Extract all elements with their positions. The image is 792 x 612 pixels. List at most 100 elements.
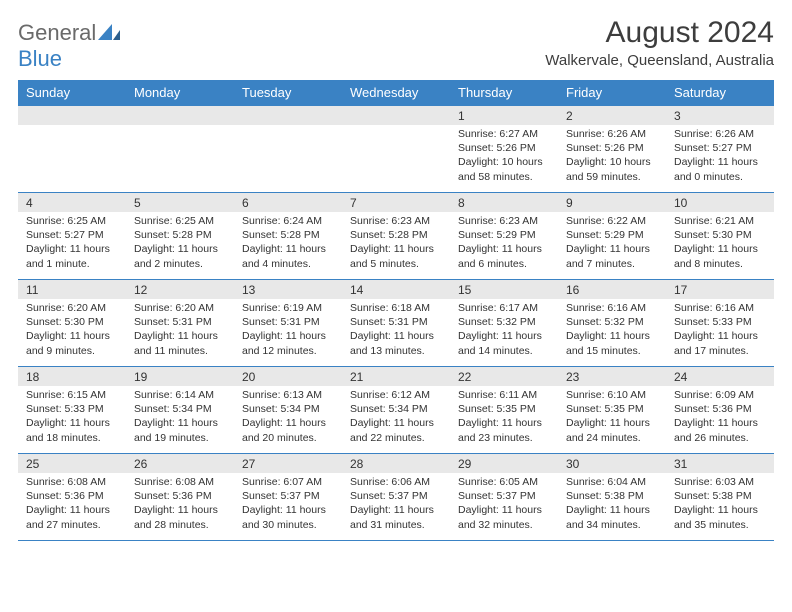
day-number: 24: [666, 367, 774, 386]
day-number: 11: [18, 280, 126, 299]
sunset-text: Sunset: 5:29 PM: [458, 228, 550, 242]
day-number: [126, 106, 234, 125]
day-details: Sunrise: 6:03 AMSunset: 5:38 PMDaylight:…: [666, 473, 774, 536]
day-details: Sunrise: 6:17 AMSunset: 5:32 PMDaylight:…: [450, 299, 558, 362]
sunset-text: Sunset: 5:26 PM: [458, 141, 550, 155]
day-number: 4: [18, 193, 126, 212]
day-number: 13: [234, 280, 342, 299]
calendar: Sunday Monday Tuesday Wednesday Thursday…: [18, 80, 774, 541]
calendar-day-cell: 24Sunrise: 6:09 AMSunset: 5:36 PMDayligh…: [666, 367, 774, 453]
sunset-text: Sunset: 5:31 PM: [134, 315, 226, 329]
sunrise-text: Sunrise: 6:08 AM: [134, 475, 226, 489]
day-number: 23: [558, 367, 666, 386]
day-details: Sunrise: 6:22 AMSunset: 5:29 PMDaylight:…: [558, 212, 666, 275]
day-details: Sunrise: 6:04 AMSunset: 5:38 PMDaylight:…: [558, 473, 666, 536]
day-number: 31: [666, 454, 774, 473]
day-details: Sunrise: 6:07 AMSunset: 5:37 PMDaylight:…: [234, 473, 342, 536]
day-number: 19: [126, 367, 234, 386]
day-number: 28: [342, 454, 450, 473]
daylight-text: Daylight: 11 hours and 5 minutes.: [350, 242, 442, 270]
sunset-text: Sunset: 5:37 PM: [350, 489, 442, 503]
calendar-day-cell: 17Sunrise: 6:16 AMSunset: 5:33 PMDayligh…: [666, 280, 774, 366]
calendar-day-cell: 5Sunrise: 6:25 AMSunset: 5:28 PMDaylight…: [126, 193, 234, 279]
calendar-day-cell: 16Sunrise: 6:16 AMSunset: 5:32 PMDayligh…: [558, 280, 666, 366]
daylight-text: Daylight: 11 hours and 11 minutes.: [134, 329, 226, 357]
day-number: 5: [126, 193, 234, 212]
calendar-day-cell: 12Sunrise: 6:20 AMSunset: 5:31 PMDayligh…: [126, 280, 234, 366]
day-details: Sunrise: 6:26 AMSunset: 5:27 PMDaylight:…: [666, 125, 774, 188]
sunrise-text: Sunrise: 6:10 AM: [566, 388, 658, 402]
day-number: 7: [342, 193, 450, 212]
sunrise-text: Sunrise: 6:23 AM: [350, 214, 442, 228]
day-number: 22: [450, 367, 558, 386]
sunset-text: Sunset: 5:36 PM: [674, 402, 766, 416]
calendar-day-cell: 6Sunrise: 6:24 AMSunset: 5:28 PMDaylight…: [234, 193, 342, 279]
weekday-header-row: Sunday Monday Tuesday Wednesday Thursday…: [18, 80, 774, 105]
calendar-day-cell: 8Sunrise: 6:23 AMSunset: 5:29 PMDaylight…: [450, 193, 558, 279]
sunset-text: Sunset: 5:34 PM: [134, 402, 226, 416]
daylight-text: Daylight: 11 hours and 23 minutes.: [458, 416, 550, 444]
daylight-text: Daylight: 11 hours and 30 minutes.: [242, 503, 334, 531]
daylight-text: Daylight: 11 hours and 24 minutes.: [566, 416, 658, 444]
month-title: August 2024: [545, 16, 774, 50]
daylight-text: Daylight: 11 hours and 2 minutes.: [134, 242, 226, 270]
calendar-day-cell: 15Sunrise: 6:17 AMSunset: 5:32 PMDayligh…: [450, 280, 558, 366]
day-details: Sunrise: 6:14 AMSunset: 5:34 PMDaylight:…: [126, 386, 234, 449]
day-number: 3: [666, 106, 774, 125]
calendar-day-cell: 14Sunrise: 6:18 AMSunset: 5:31 PMDayligh…: [342, 280, 450, 366]
day-number: 21: [342, 367, 450, 386]
calendar-day-cell: 20Sunrise: 6:13 AMSunset: 5:34 PMDayligh…: [234, 367, 342, 453]
calendar-day-cell: [234, 106, 342, 192]
day-number: 14: [342, 280, 450, 299]
sunrise-text: Sunrise: 6:17 AM: [458, 301, 550, 315]
day-number: 12: [126, 280, 234, 299]
day-number: 20: [234, 367, 342, 386]
daylight-text: Daylight: 11 hours and 9 minutes.: [26, 329, 118, 357]
sunset-text: Sunset: 5:28 PM: [134, 228, 226, 242]
day-number: 25: [18, 454, 126, 473]
daylight-text: Daylight: 11 hours and 8 minutes.: [674, 242, 766, 270]
day-details: Sunrise: 6:05 AMSunset: 5:37 PMDaylight:…: [450, 473, 558, 536]
day-number: 17: [666, 280, 774, 299]
day-details: Sunrise: 6:09 AMSunset: 5:36 PMDaylight:…: [666, 386, 774, 449]
sunrise-text: Sunrise: 6:21 AM: [674, 214, 766, 228]
day-number: 2: [558, 106, 666, 125]
day-details: Sunrise: 6:26 AMSunset: 5:26 PMDaylight:…: [558, 125, 666, 188]
sunset-text: Sunset: 5:35 PM: [566, 402, 658, 416]
calendar-day-cell: 4Sunrise: 6:25 AMSunset: 5:27 PMDaylight…: [18, 193, 126, 279]
day-number: [342, 106, 450, 125]
weekday-header: Thursday: [450, 80, 558, 105]
sunset-text: Sunset: 5:28 PM: [350, 228, 442, 242]
weekday-header: Sunday: [18, 80, 126, 105]
logo-sail-icon: [98, 24, 120, 40]
day-number: 1: [450, 106, 558, 125]
daylight-text: Daylight: 11 hours and 17 minutes.: [674, 329, 766, 357]
daylight-text: Daylight: 11 hours and 18 minutes.: [26, 416, 118, 444]
day-details: Sunrise: 6:20 AMSunset: 5:31 PMDaylight:…: [126, 299, 234, 362]
sunset-text: Sunset: 5:34 PM: [242, 402, 334, 416]
weekday-header: Tuesday: [234, 80, 342, 105]
daylight-text: Daylight: 11 hours and 32 minutes.: [458, 503, 550, 531]
day-number: 15: [450, 280, 558, 299]
sunrise-text: Sunrise: 6:16 AM: [566, 301, 658, 315]
calendar-day-cell: 26Sunrise: 6:08 AMSunset: 5:36 PMDayligh…: [126, 454, 234, 540]
sunrise-text: Sunrise: 6:08 AM: [26, 475, 118, 489]
calendar-day-cell: 9Sunrise: 6:22 AMSunset: 5:29 PMDaylight…: [558, 193, 666, 279]
sunrise-text: Sunrise: 6:06 AM: [350, 475, 442, 489]
day-details: Sunrise: 6:18 AMSunset: 5:31 PMDaylight:…: [342, 299, 450, 362]
day-number: 18: [18, 367, 126, 386]
daylight-text: Daylight: 11 hours and 26 minutes.: [674, 416, 766, 444]
sunset-text: Sunset: 5:33 PM: [674, 315, 766, 329]
weekday-header: Wednesday: [342, 80, 450, 105]
sunrise-text: Sunrise: 6:20 AM: [134, 301, 226, 315]
calendar-week-row: 18Sunrise: 6:15 AMSunset: 5:33 PMDayligh…: [18, 366, 774, 453]
calendar-day-cell: 11Sunrise: 6:20 AMSunset: 5:30 PMDayligh…: [18, 280, 126, 366]
daylight-text: Daylight: 10 hours and 58 minutes.: [458, 155, 550, 183]
daylight-text: Daylight: 11 hours and 1 minute.: [26, 242, 118, 270]
sunrise-text: Sunrise: 6:07 AM: [242, 475, 334, 489]
calendar-day-cell: [126, 106, 234, 192]
day-number: [234, 106, 342, 125]
daylight-text: Daylight: 10 hours and 59 minutes.: [566, 155, 658, 183]
sunset-text: Sunset: 5:36 PM: [26, 489, 118, 503]
calendar-week-row: 4Sunrise: 6:25 AMSunset: 5:27 PMDaylight…: [18, 192, 774, 279]
